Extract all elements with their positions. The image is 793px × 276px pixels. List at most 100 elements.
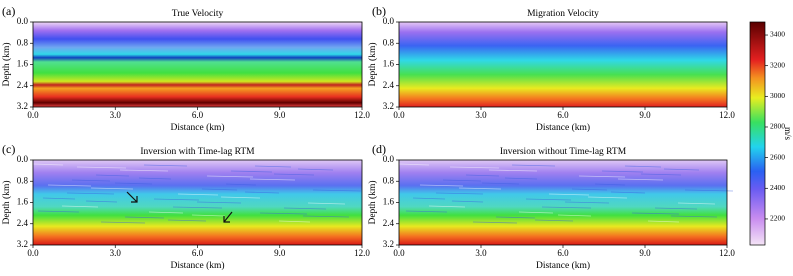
texture <box>297 168 334 171</box>
panel-title: Migration Velocity <box>527 9 599 19</box>
x-tick-label: 12.0 <box>719 110 735 120</box>
texture <box>472 221 518 224</box>
texture <box>124 216 165 219</box>
x-tick-label: 6.0 <box>557 248 569 258</box>
texture <box>283 207 327 210</box>
y-tick-label: 2.4 <box>383 218 395 228</box>
texture <box>564 201 610 204</box>
y-tick-label: 1.6 <box>383 59 395 69</box>
x-axis-label: Distance (km) <box>170 260 224 271</box>
texture <box>177 193 219 196</box>
texture <box>677 202 716 205</box>
x-tick-label: 0.0 <box>393 248 405 258</box>
texture <box>138 177 172 180</box>
texture <box>647 220 680 223</box>
texture <box>495 216 536 219</box>
texture <box>412 197 446 200</box>
x-tick-label: 9.0 <box>639 110 651 120</box>
texture <box>302 215 350 218</box>
velocity-image <box>399 160 727 245</box>
x-tick-label: 6.0 <box>192 110 204 120</box>
texture <box>541 206 592 209</box>
texture <box>578 175 626 178</box>
colorbar-tick-label: 2600 <box>770 152 785 161</box>
x-axis-label: Distance (km) <box>536 122 590 133</box>
texture <box>405 210 448 213</box>
panel-letter: (a) <box>2 4 15 18</box>
texture <box>143 164 188 167</box>
y-tick-label: 2.4 <box>383 80 395 90</box>
texture <box>61 205 99 208</box>
texture <box>148 211 184 214</box>
colorbar-tick-label: 3400 <box>770 30 785 39</box>
texture <box>670 215 718 218</box>
colorbar-tick-label: 3200 <box>770 60 785 69</box>
texture <box>307 202 346 205</box>
texture <box>225 183 257 186</box>
texture <box>119 169 169 172</box>
y-axis-label: Depth (km) <box>367 180 378 224</box>
velocity-image <box>33 22 362 107</box>
y-tick-label: 3.2 <box>17 239 28 249</box>
texture <box>518 211 554 214</box>
texture <box>624 165 662 168</box>
x-tick-label: 6.0 <box>192 248 204 258</box>
x-axis-label: Distance (km) <box>170 122 224 133</box>
velocity-image <box>33 160 362 245</box>
x-tick-label: 0.0 <box>27 110 39 120</box>
y-tick-label: 0.8 <box>383 37 395 47</box>
y-tick-label: 1.6 <box>383 197 395 207</box>
texture <box>278 220 311 223</box>
colorbar-tick-label: 2800 <box>770 122 785 131</box>
x-tick-label: 9.0 <box>274 248 286 258</box>
x-tick-label: 0.0 <box>393 110 405 120</box>
velocity-image <box>399 22 727 107</box>
texture <box>587 196 628 199</box>
texture <box>153 198 200 201</box>
y-axis-label: Depth (km) <box>367 42 378 86</box>
texture <box>76 166 127 169</box>
texture <box>201 188 238 191</box>
texture <box>312 189 362 192</box>
y-tick-label: 0.0 <box>17 154 29 164</box>
texture <box>548 193 590 196</box>
texture <box>196 201 242 204</box>
x-tick-label: 12.0 <box>354 248 370 258</box>
texture <box>442 179 482 182</box>
texture <box>114 182 153 185</box>
y-tick-label: 0.8 <box>17 37 29 47</box>
texture <box>254 165 292 168</box>
colorbar <box>749 21 766 246</box>
y-tick-label: 0.8 <box>17 175 29 185</box>
texture <box>167 219 207 222</box>
colorbar-tick-label: 2400 <box>770 183 785 192</box>
x-tick-label: 3.0 <box>110 110 122 120</box>
texture <box>449 166 500 169</box>
texture <box>525 198 572 201</box>
texture <box>172 206 223 209</box>
texture <box>37 210 80 213</box>
texture <box>206 175 254 178</box>
texture <box>601 170 644 173</box>
texture <box>557 214 592 217</box>
texture <box>504 177 538 180</box>
y-tick-label: 2.4 <box>17 218 29 228</box>
y-tick-label: 1.6 <box>17 197 29 207</box>
texture <box>663 168 700 171</box>
panel-letter: (b) <box>372 4 386 18</box>
y-axis-label: Depth (km) <box>1 42 12 86</box>
colorbar-label: m/s <box>783 127 793 141</box>
colorbar-tick-label: 2200 <box>770 214 785 223</box>
texture <box>259 212 308 215</box>
y-tick-label: 0.0 <box>383 154 395 164</box>
y-tick-label: 2.4 <box>17 80 29 90</box>
texture <box>42 197 76 200</box>
x-tick-label: 12.0 <box>354 110 370 120</box>
texture <box>95 174 130 177</box>
texture <box>85 200 118 203</box>
y-tick-label: 1.6 <box>17 59 29 69</box>
texture <box>534 219 574 222</box>
texture <box>654 207 698 210</box>
arrow <box>126 191 138 203</box>
